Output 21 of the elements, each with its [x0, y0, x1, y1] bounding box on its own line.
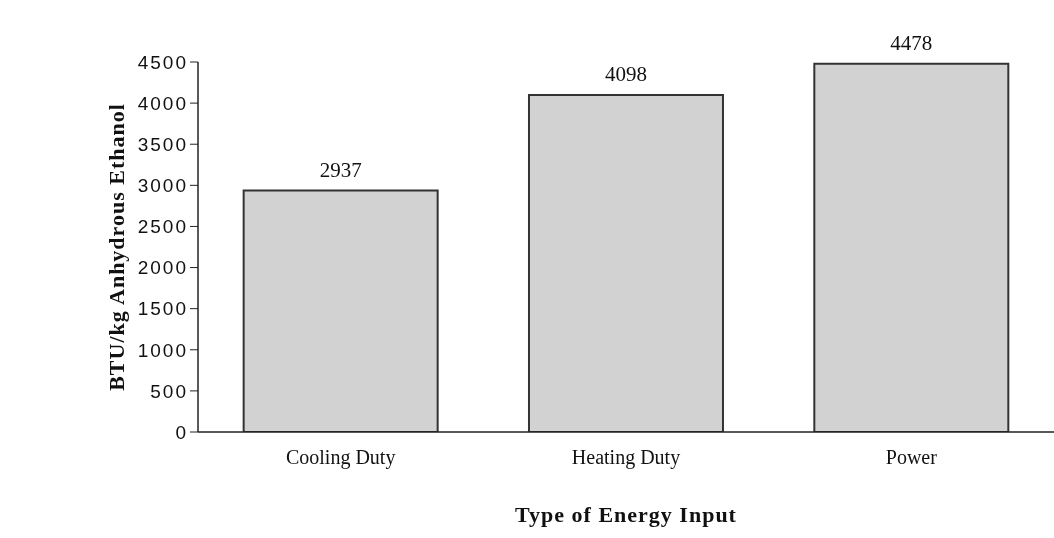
y-tick-label: 3000: [137, 175, 188, 197]
data-label: 2937: [319, 157, 362, 182]
x-tick-label: Cooling Duty: [285, 446, 396, 470]
y-tick-label: 500: [150, 380, 188, 402]
bar: [813, 62, 1010, 432]
y-tick-label: 1000: [137, 339, 188, 361]
y-tick-label: 0: [175, 421, 188, 443]
y-axis-title: BTU/kg Anhydrous Ethanol: [103, 103, 129, 391]
y-tick-label: 3500: [137, 133, 188, 155]
y-tick-label: 2500: [137, 216, 188, 238]
y-tick-label: 4000: [137, 92, 188, 114]
x-tick-label: Power: [885, 446, 938, 469]
x-tick-label: Heating Duty: [571, 446, 681, 470]
data-label: 4478: [890, 30, 933, 55]
y-tick-label: 2000: [137, 257, 188, 279]
y-tick-label: 4500: [137, 51, 188, 73]
bar: [242, 189, 439, 432]
bar: [527, 94, 724, 432]
x-axis-title: Type of Energy Input: [515, 502, 737, 527]
data-label: 4098: [604, 62, 647, 87]
y-tick-label: 1500: [137, 298, 188, 320]
